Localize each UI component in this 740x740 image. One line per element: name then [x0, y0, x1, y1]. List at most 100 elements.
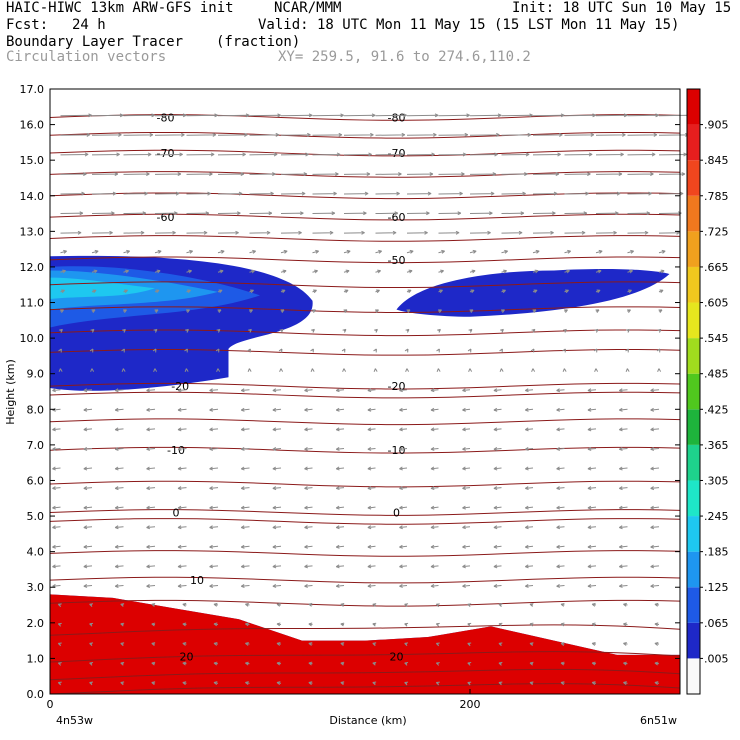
wind-vector [591, 642, 597, 646]
wind-vector [335, 427, 345, 432]
isotherm-line [49, 576, 681, 584]
wind-vector [399, 407, 408, 412]
wind-vector [312, 309, 316, 313]
wind-vector [501, 211, 525, 216]
wind-vector [493, 525, 502, 530]
wind-vector [562, 328, 567, 333]
colorbar-label: .305 [704, 474, 729, 487]
wind-vector [372, 622, 377, 627]
isotherm-label: 10 [190, 574, 204, 587]
wind-vector [562, 368, 567, 372]
anvil-tracer-right [396, 269, 670, 317]
y-tick-label: 4.0 [27, 546, 45, 559]
wind-vector [186, 113, 218, 118]
isotherm-label: 20 [180, 651, 194, 664]
wind-vector [91, 289, 97, 294]
isotherm-label: -80 [388, 111, 406, 124]
wind-vector [154, 309, 159, 313]
wind-vector [587, 388, 597, 393]
wind-vector [114, 584, 124, 588]
wind-vector [556, 486, 565, 491]
wind-vector [83, 427, 93, 432]
wind-vector [467, 662, 472, 666]
wind-vector [658, 289, 664, 294]
wind-vector [406, 132, 437, 137]
wind-vector [146, 584, 156, 588]
wind-vector [310, 328, 315, 333]
wind-vector [373, 348, 377, 353]
wind-vector [91, 249, 99, 254]
wind-vector [587, 525, 597, 530]
wind-vector [216, 328, 221, 333]
wind-vector [304, 544, 313, 549]
colorbar-label: .425 [704, 403, 729, 416]
plot-frame [49, 88, 681, 695]
colorbar-label: .725 [704, 225, 729, 238]
colorbar-label: .545 [704, 332, 729, 345]
wind-vector [435, 662, 440, 666]
wind-vector [146, 564, 156, 569]
wind-vector [367, 564, 376, 569]
wind-vector [217, 249, 225, 254]
wind-vector [186, 230, 208, 235]
wind-vector [120, 622, 125, 627]
wind-vector [249, 249, 257, 254]
wind-vector [217, 113, 250, 118]
wind-vector [556, 446, 565, 451]
wind-vector [123, 113, 155, 118]
wind-vector [272, 388, 282, 393]
wind-vector [280, 289, 286, 294]
wind-vector [177, 427, 187, 432]
colorbar-swatch [687, 373, 700, 410]
wind-vector [335, 505, 345, 510]
wind-vector [343, 132, 374, 137]
wind-vector [625, 368, 630, 372]
wind-vector [375, 172, 402, 177]
wind-vector [435, 642, 440, 647]
wind-vector [399, 564, 408, 569]
wind-vector [60, 309, 64, 313]
wind-vector [240, 407, 250, 412]
wind-vector [560, 642, 565, 646]
wind-vector [562, 348, 566, 353]
wind-vector [184, 328, 189, 333]
isotherm-label: -10 [388, 444, 406, 457]
wind-vector [367, 407, 376, 412]
colorbar-swatch [687, 266, 700, 303]
x-axis-label: Distance (km) [329, 714, 406, 727]
wind-vector [493, 505, 502, 510]
wind-vector [560, 661, 565, 666]
wind-vector [184, 348, 188, 353]
wind-vector [650, 584, 660, 588]
isotherm-label: 20 [390, 651, 404, 664]
wind-vector [501, 309, 505, 313]
wind-vector [60, 113, 92, 118]
wind-vector [280, 191, 306, 196]
wind-vector [249, 309, 253, 313]
wind-vector [591, 602, 597, 607]
colorbar-swatch [687, 551, 700, 588]
wind-vector [556, 583, 565, 588]
wind-vector [154, 172, 182, 177]
wind-vector [595, 132, 626, 137]
wind-vector [556, 525, 565, 530]
wind-vector [529, 603, 534, 607]
wind-vector [627, 152, 656, 157]
wind-vector [343, 249, 351, 254]
colorbar-frame [686, 88, 701, 695]
wind-vector [467, 642, 472, 647]
wind-vector [406, 211, 430, 216]
wind-vector [524, 564, 534, 569]
wind-vector [177, 584, 187, 588]
wind-vector [556, 407, 565, 412]
wind-vector [186, 172, 213, 177]
wind-vector [245, 602, 250, 607]
wind-vector [435, 622, 440, 627]
wind-vector [213, 602, 219, 607]
wind-vector [372, 661, 377, 666]
wind-vector [209, 584, 219, 588]
wind-vector [209, 564, 219, 569]
wind-vector [304, 466, 313, 471]
colorbar-label: .905 [704, 119, 729, 132]
wind-vector [52, 466, 61, 471]
